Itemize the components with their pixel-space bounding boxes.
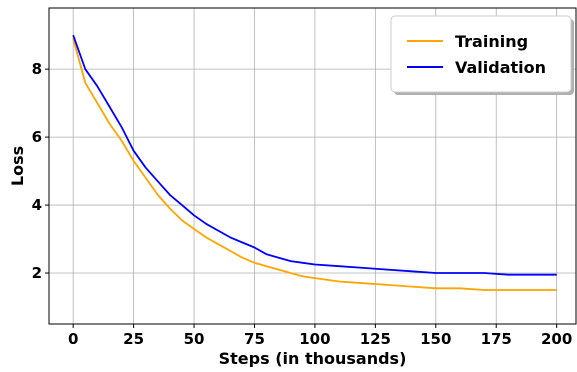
- y-tick-label: 2: [32, 264, 42, 282]
- x-tick-label: 50: [184, 330, 205, 348]
- legend-box: [390, 15, 572, 93]
- plot-frame: [48, 7, 577, 325]
- legend-label-training: Training: [455, 32, 528, 51]
- x-tick-label: 75: [244, 330, 265, 348]
- y-tick-label: 8: [32, 60, 42, 78]
- x-tick-label: 150: [420, 330, 451, 348]
- ticks: 0 25 50 75 100 125 150 175 200 2 4 6 8: [32, 60, 573, 348]
- legend-label-validation: Validation: [455, 58, 546, 77]
- y-tick-label: 6: [32, 128, 42, 146]
- series-line-validation: [72, 34, 557, 276]
- y-tick-label: 4: [32, 196, 42, 214]
- legend: Training Validation: [390, 15, 574, 95]
- series-line-training: [72, 38, 557, 291]
- x-tick-label: 0: [68, 330, 78, 348]
- x-tick-label: 100: [299, 330, 330, 348]
- x-tick-label: 125: [360, 330, 391, 348]
- x-tick-label: 200: [541, 330, 572, 348]
- x-tick-label: 25: [123, 330, 144, 348]
- x-axis-title: Steps (in thousands): [219, 349, 407, 367]
- series-layer: [72, 34, 557, 291]
- y-axis-title: Loss: [8, 146, 27, 186]
- x-tick-label: 175: [481, 330, 512, 348]
